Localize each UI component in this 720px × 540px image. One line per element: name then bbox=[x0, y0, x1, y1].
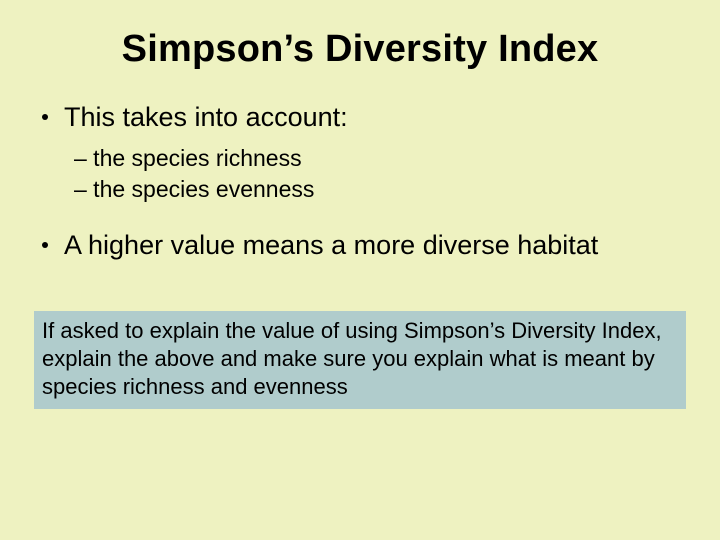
bullet-dot-icon bbox=[42, 114, 48, 120]
bullet-1-sublist: – the species richness – the species eve… bbox=[74, 143, 682, 205]
sub-item-richness: – the species richness bbox=[74, 143, 682, 174]
bullet-2-text: A higher value means a more diverse habi… bbox=[64, 229, 598, 263]
bullet-item-1: This takes into account: bbox=[38, 101, 682, 135]
bullet-item-2: A higher value means a more diverse habi… bbox=[38, 229, 682, 263]
sub-item-evenness: – the species evenness bbox=[74, 174, 682, 205]
slide-title: Simpson’s Diversity Index bbox=[38, 28, 682, 71]
callout-text: If asked to explain the value of using S… bbox=[42, 318, 662, 399]
callout-box: If asked to explain the value of using S… bbox=[34, 311, 686, 409]
bullet-dot-icon bbox=[42, 242, 48, 248]
bullet-1-text: This takes into account: bbox=[64, 101, 348, 135]
